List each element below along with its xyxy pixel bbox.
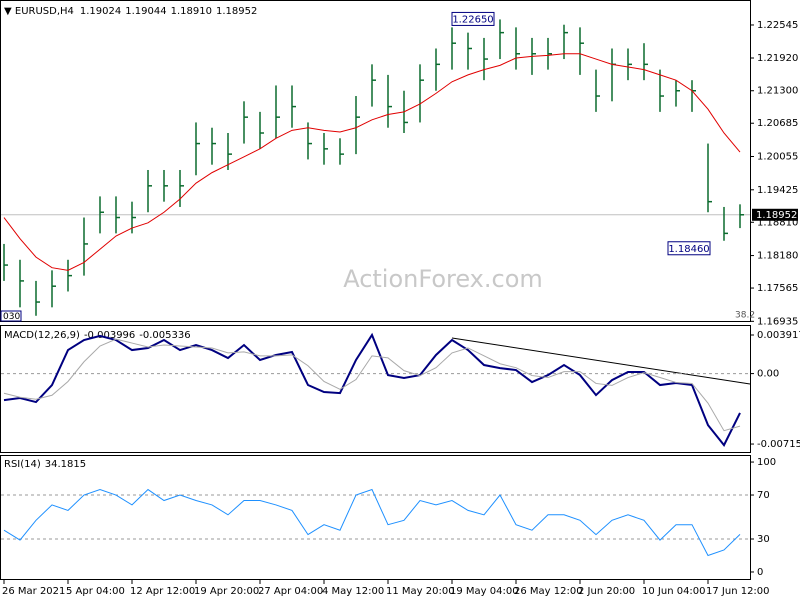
y-tick-label: 1.18810 xyxy=(757,217,798,228)
x-tick-label: 26 May 12:00 xyxy=(514,586,583,597)
x-tick-label: 27 Apr 04:00 xyxy=(258,586,323,597)
y-tick-label: 100 xyxy=(757,457,776,468)
last-price-label: 1.18952 xyxy=(756,210,797,221)
indicator-line xyxy=(3,332,741,447)
y-tick-label: 1.21300 xyxy=(757,86,798,97)
note: 38.2 xyxy=(735,311,755,321)
annotation-label: 1.18460 xyxy=(668,244,709,255)
x-tick-label: 10 Jun 04:00 xyxy=(642,586,706,597)
x-tick-label: 17 Jun 12:00 xyxy=(706,586,770,597)
x-tick-label: 2 Jun 20:00 xyxy=(578,586,635,597)
x-tick-label: 19 May 04:00 xyxy=(450,586,519,597)
indicator-value: 34.1815 xyxy=(45,459,86,470)
symbol: EURUSD,H4 xyxy=(15,6,74,17)
x-tick-label: 12 Apr 12:00 xyxy=(130,586,195,597)
indicator-line xyxy=(3,488,741,557)
y-tick-label: 1.18180 xyxy=(757,251,798,262)
note: 030 xyxy=(3,312,20,322)
annotation-box xyxy=(667,241,711,256)
y-tick-label: 1.19425 xyxy=(757,185,798,196)
x-tick-label: 19 Apr 20:00 xyxy=(194,586,259,597)
note-box xyxy=(0,310,22,322)
macd-pane xyxy=(0,325,751,453)
indicator-value: -0.005336 xyxy=(139,330,190,341)
y-tick-label: 30 xyxy=(757,534,770,545)
x-tick-label: 4 May 12:00 xyxy=(322,586,384,597)
y-tick-label: 1.17565 xyxy=(757,283,798,294)
indicator-title: MACD(12,26,9) xyxy=(4,330,80,341)
annotation-box xyxy=(451,11,495,26)
y-tick-label: 1.20055 xyxy=(757,152,798,163)
symbol-header: ▼ EURUSD,H4 1.19024 1.19044 1.18910 1.18952 xyxy=(4,6,257,17)
last-price-box xyxy=(752,208,798,221)
indicator-title: RSI(14) xyxy=(4,459,41,470)
annotation-label: 1.22650 xyxy=(452,14,493,25)
y-tick-label: 70 xyxy=(757,490,770,501)
trend-line xyxy=(451,337,751,385)
macd-header: MACD(12,26,9) -0.003996 -0.005336 xyxy=(4,330,191,341)
y-tick-label: 0.003917 xyxy=(757,330,800,341)
symbol: ▼ xyxy=(4,6,15,17)
y-tick-label: 0.00 xyxy=(757,369,779,380)
price-pane xyxy=(0,0,751,322)
quote: 1.19024 xyxy=(80,6,121,17)
y-tick-label: 1.20685 xyxy=(757,118,798,129)
y-tick-label: 1.22545 xyxy=(757,20,798,31)
quote: 1.18910 xyxy=(171,6,212,17)
quote: 1.18952 xyxy=(216,6,257,17)
y-tick-label: 1.21920 xyxy=(757,53,798,64)
x-tick-label: 5 Apr 04:00 xyxy=(66,586,125,597)
x-tick-label: 26 Mar 2021 xyxy=(2,586,65,597)
quote: 1.19044 xyxy=(125,6,166,17)
watermark: ActionForex.com xyxy=(343,265,543,293)
rsi-header: RSI(14) 34.1815 xyxy=(4,459,86,470)
rsi-pane xyxy=(0,455,751,580)
y-tick-label: 0 xyxy=(757,567,763,578)
indicator-line xyxy=(3,338,741,432)
indicator-value: -0.003996 xyxy=(84,330,135,341)
y-tick-label: -0.007152 xyxy=(757,439,800,450)
x-tick-label: 11 May 20:00 xyxy=(386,586,455,597)
moving-average xyxy=(3,53,741,271)
y-tick-label: 1.16935 xyxy=(757,316,798,327)
